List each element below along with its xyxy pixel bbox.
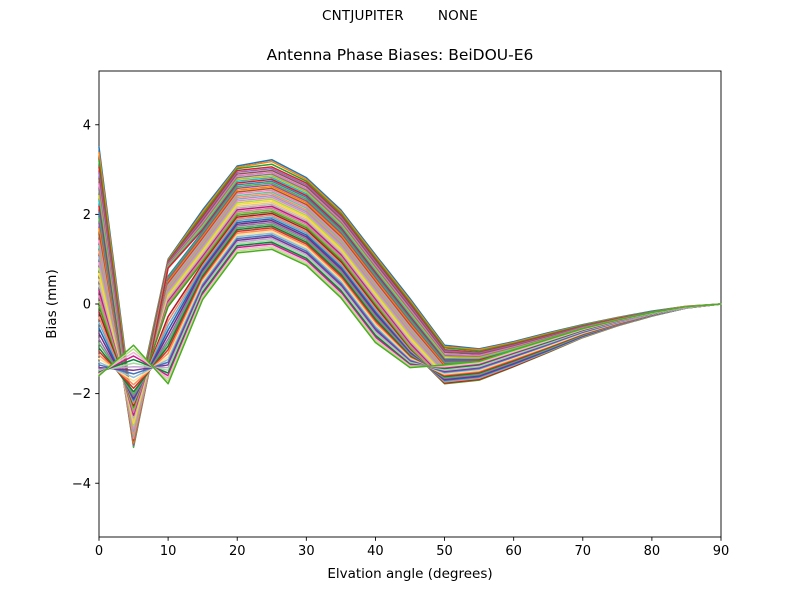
y-tick-label: −4 (72, 477, 91, 492)
data-lines-group (98, 146, 722, 449)
antenna-name-label: CNTJUPITER (321, 8, 404, 24)
x-tick-label: 20 (229, 544, 246, 559)
x-tick-label: 30 (298, 544, 315, 559)
y-tick-label: 0 (83, 298, 91, 313)
y-axis-label: Bias (mm) (44, 269, 60, 338)
chart-title: Antenna Phase Biases: BeiDOU-E6 (266, 46, 534, 64)
x-tick-label: 50 (436, 544, 453, 559)
x-axis-label: Elvation angle (degrees) (327, 566, 492, 582)
radome-label: NONE (437, 8, 479, 24)
x-tick-label: 40 (367, 544, 384, 559)
x-tick-label: 80 (644, 544, 661, 559)
x-tick-label: 70 (575, 544, 592, 559)
antenna-header: CNTJUPITER NONE (0, 8, 800, 24)
y-tick-label: 2 (83, 208, 91, 223)
x-tick-label: 0 (95, 544, 103, 559)
y-tick-label: −2 (72, 387, 91, 402)
y-tick-label: 4 (83, 118, 91, 133)
x-tick-label: 10 (160, 544, 177, 559)
x-tick-label: 60 (505, 544, 522, 559)
x-tick-label: 90 (713, 544, 730, 559)
data-line (98, 248, 722, 385)
